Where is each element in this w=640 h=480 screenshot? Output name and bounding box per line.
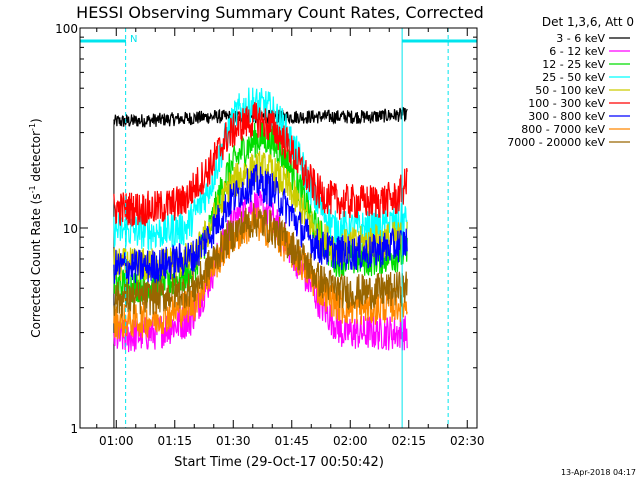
series-line (113, 87, 408, 252)
x-tick-label: 01:30 (216, 434, 251, 448)
series-300-800-kev (113, 164, 408, 284)
legend-label: 25 - 50 keV (542, 71, 605, 84)
series-layer (113, 87, 408, 428)
y-tick-label: 1 (70, 422, 78, 436)
x-tick-label: 02:15 (391, 434, 426, 448)
legend-label: 12 - 25 keV (542, 58, 605, 71)
legend-label: 7000 - 20000 keV (507, 136, 605, 149)
x-tick-label: 01:15 (157, 434, 192, 448)
series-line (113, 102, 408, 227)
y-tick-label: 100 (55, 22, 78, 36)
series-100-300-kev (113, 102, 408, 227)
x-tick-label: 02:30 (450, 434, 485, 448)
legend-label: 3 - 6 keV (556, 32, 605, 45)
x-tick-label: 02:00 (333, 434, 368, 448)
legend-label: 6 - 12 keV (549, 45, 605, 58)
legend-label: 800 - 7000 keV (521, 123, 605, 136)
x-tick-label: 01:45 (274, 434, 309, 448)
legend-label: 100 - 300 keV (528, 97, 605, 110)
series-line (113, 203, 408, 319)
x-axis-label: Start Time (29-Oct-17 00:50:42) (174, 455, 384, 470)
night-marker-label: N (130, 34, 137, 45)
series-25-50-kev (113, 87, 408, 252)
y-tick-label: 10 (63, 222, 78, 236)
legend-header: Det 1,3,6, Att 0 (542, 15, 634, 29)
footer-timestamp: 13-Apr-2018 04:17 (561, 468, 636, 477)
series-line (113, 164, 408, 284)
legend-label: 300 - 800 keV (528, 110, 605, 123)
y-axis-label: Corrected Count Rate (s-1 detector-1) (28, 118, 43, 337)
series-7000-20000-kev (113, 203, 408, 319)
x-tick-label: 01:00 (99, 434, 134, 448)
chart-title: HESSI Observing Summary Count Rates, Cor… (76, 3, 484, 22)
legend-label: 50 - 100 keV (535, 84, 605, 97)
